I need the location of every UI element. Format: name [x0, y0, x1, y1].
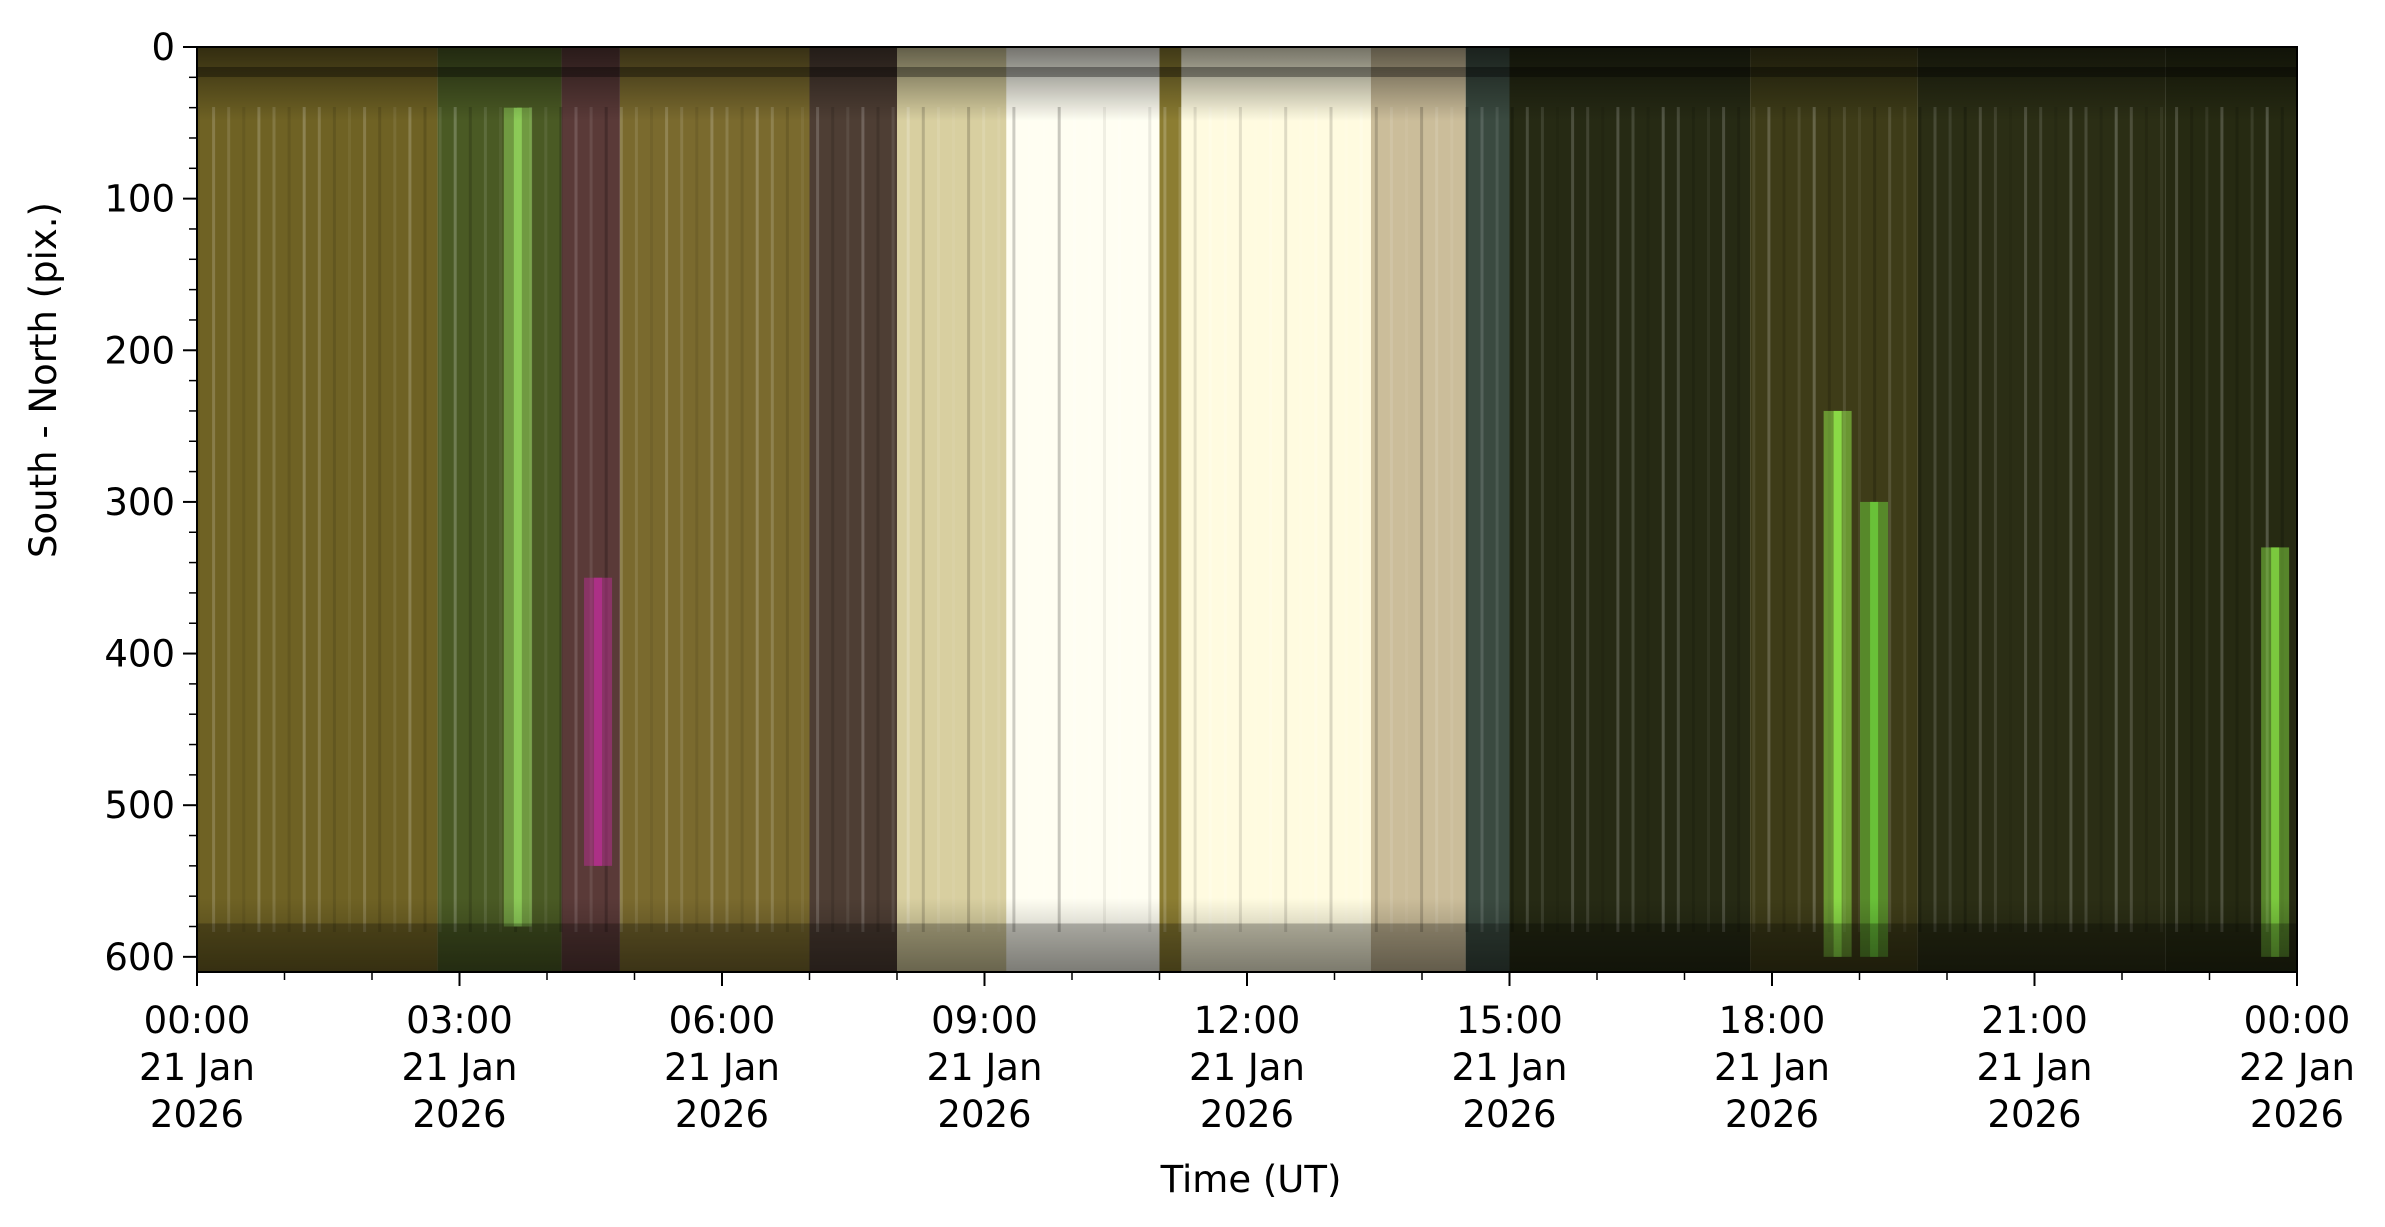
x-tick-label-2-1: 21 Jan — [664, 1046, 780, 1089]
x-tick-label-6-1: 21 Jan — [1714, 1046, 1830, 1089]
y-tick-label-2: 200 — [104, 329, 175, 372]
y-axis: 0 100 200 300 400 500 600 — [104, 26, 197, 979]
x-tick-label-4-0: 12:00 — [1194, 999, 1301, 1042]
x-tick-label-6-2: 2026 — [1725, 1093, 1819, 1136]
x-tick-label-3-1: 21 Jan — [927, 1046, 1043, 1089]
heatmap-bottom-stripe — [197, 923, 2297, 972]
x-tick-label-2-0: 06:00 — [669, 999, 776, 1042]
x-tick-label-3-2: 2026 — [937, 1093, 1031, 1136]
y-tick-label-4: 400 — [104, 633, 175, 676]
x-tick-label-7-1: 21 Jan — [1977, 1046, 2093, 1089]
y-tick-label-3: 300 — [104, 481, 175, 524]
x-tick-label-1-2: 2026 — [412, 1093, 506, 1136]
x-axis-title: Time (UT) — [1160, 1158, 1342, 1201]
x-tick-label-4-2: 2026 — [1200, 1093, 1294, 1136]
x-tick-label-5-0: 15:00 — [1456, 999, 1563, 1042]
heatmap-top-stripe — [197, 67, 2297, 77]
x-tick-label-0-2: 2026 — [150, 1093, 244, 1136]
y-axis-title: South - North (pix.) — [22, 202, 65, 558]
x-tick-label-8-1: 22 Jan — [2239, 1046, 2355, 1089]
x-tick-label-7-2: 2026 — [1987, 1093, 2081, 1136]
x-tick-label-8-2: 2026 — [2250, 1093, 2344, 1136]
x-tick-label-1-0: 03:00 — [406, 999, 513, 1042]
x-tick-label-7-0: 21:00 — [1981, 999, 2088, 1042]
x-tick-label-3-0: 09:00 — [931, 999, 1038, 1042]
y-tick-label-1: 100 — [104, 178, 175, 221]
x-tick-label-1-1: 21 Jan — [402, 1046, 518, 1089]
x-tick-label-8-0: 00:00 — [2244, 999, 2351, 1042]
heatmap-edge-shade — [197, 47, 2297, 972]
x-tick-label-5-1: 21 Jan — [1452, 1046, 1568, 1089]
x-tick-label-5-2: 2026 — [1462, 1093, 1556, 1136]
x-tick-label-2-2: 2026 — [675, 1093, 769, 1136]
x-tick-label-4-1: 21 Jan — [1189, 1046, 1305, 1089]
y-tick-label-5: 500 — [104, 784, 175, 827]
plot-area — [196, 46, 2299, 973]
y-tick-label-6: 600 — [104, 936, 175, 979]
y-tick-label-0: 0 — [151, 26, 175, 69]
x-tick-label-6-0: 18:00 — [1719, 999, 1826, 1042]
x-tick-label-0-1: 21 Jan — [139, 1046, 255, 1089]
x-tick-label-0-0: 00:00 — [144, 999, 251, 1042]
